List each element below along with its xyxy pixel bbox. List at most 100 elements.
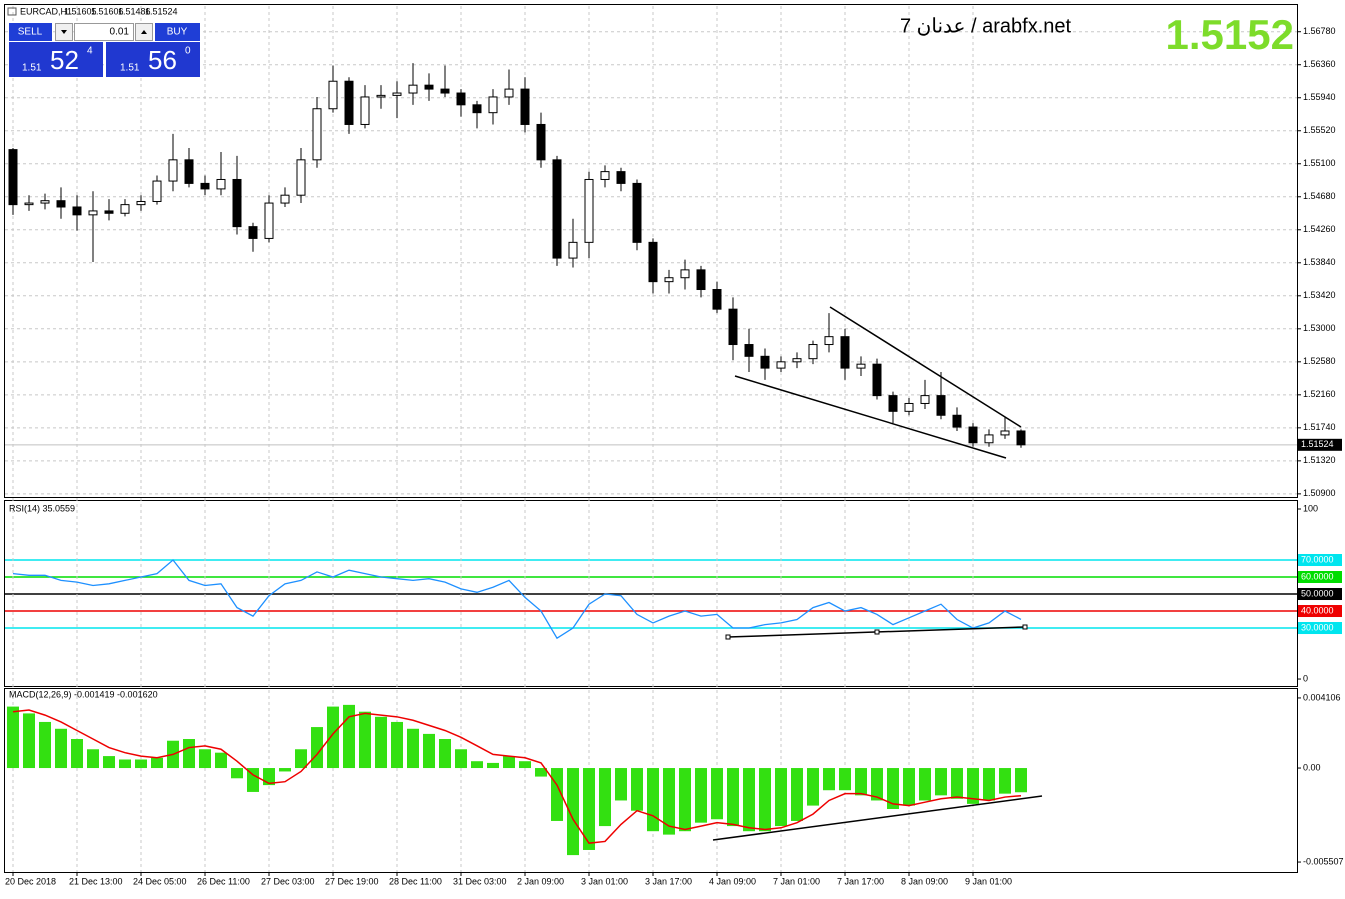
rsi-panel xyxy=(4,500,1298,687)
watermark: عدنان 7 / arabfx.net xyxy=(900,15,1072,37)
macd-bar xyxy=(663,768,675,835)
buy-button[interactable] xyxy=(155,23,200,41)
buy-label[interactable]: BUY xyxy=(167,27,188,38)
buy-pips: 56 xyxy=(148,45,177,75)
x-tick-label: 7 Jan 17:00 xyxy=(837,876,884,886)
rsi-line xyxy=(12,559,1022,640)
macd-bar xyxy=(695,768,707,823)
candle-body xyxy=(280,194,290,204)
candle-body xyxy=(792,358,802,363)
sell-label[interactable]: SELL xyxy=(18,27,43,38)
level-label: 50.0000 xyxy=(1301,588,1334,598)
signal-line xyxy=(12,709,1022,844)
macd-bar xyxy=(263,768,275,786)
trend-handle xyxy=(1022,624,1028,630)
macd-bar xyxy=(535,768,547,777)
y-tick-label: 1.55520 xyxy=(1303,125,1336,135)
macd-bar xyxy=(103,756,115,769)
y-tick-label: 1.56780 xyxy=(1303,26,1336,36)
candle-body xyxy=(376,94,386,98)
y-tick-label: 0.00 xyxy=(1303,762,1321,772)
macd-bar xyxy=(567,768,579,856)
candle-body xyxy=(232,178,242,228)
y-tick-label: 1.53420 xyxy=(1303,290,1336,300)
macd-bar xyxy=(295,749,307,769)
candle-body xyxy=(360,96,370,125)
y-tick-label: 1.56360 xyxy=(1303,59,1336,69)
level-label: 40.0000 xyxy=(1301,605,1334,615)
candle-body xyxy=(456,92,466,106)
candle-body xyxy=(616,171,626,184)
arrow-up xyxy=(141,30,147,34)
macd-bar xyxy=(775,768,787,827)
macd-bar xyxy=(7,706,19,769)
x-tick-label: 26 Dec 11:00 xyxy=(197,876,250,886)
macd-bar xyxy=(999,768,1011,794)
y-tick-label: 1.52580 xyxy=(1303,356,1336,366)
candle-body xyxy=(808,344,818,360)
sell-price-box[interactable] xyxy=(9,42,103,77)
candle-body xyxy=(920,395,930,404)
lot-field[interactable] xyxy=(74,23,134,41)
macd-bar xyxy=(423,733,435,769)
macd-bar xyxy=(39,721,51,769)
macd-bar xyxy=(199,749,211,769)
level-box xyxy=(1298,554,1342,567)
lot-value: 0.01 xyxy=(110,27,130,38)
candle-body xyxy=(552,159,562,259)
candle-body xyxy=(440,88,450,94)
symbol: EURCAD,H1 xyxy=(20,6,72,16)
candle-body xyxy=(584,178,594,243)
y-tick-label: 1.54680 xyxy=(1303,191,1336,201)
candle-body xyxy=(712,289,722,310)
macd-bar xyxy=(375,716,387,769)
x-tick-label: 4 Jan 09:00 xyxy=(709,876,756,886)
macd-bar xyxy=(823,768,835,791)
candle-body xyxy=(216,178,226,190)
macd-bar xyxy=(839,768,851,791)
x-tick-label: 9 Jan 01:00 xyxy=(965,876,1012,886)
macd-bar xyxy=(967,768,979,804)
candle-body xyxy=(696,269,706,291)
macd-bar xyxy=(727,768,739,827)
macd-bar xyxy=(87,749,99,769)
sell-fraction: 4 xyxy=(87,46,93,57)
candle-body xyxy=(184,159,194,184)
candle-body xyxy=(8,149,18,206)
macd-bar xyxy=(599,768,611,827)
candle-body xyxy=(984,434,994,444)
candle-body xyxy=(312,108,322,161)
candle-body xyxy=(728,308,738,346)
marks xyxy=(7,63,1027,856)
big-price: 1.5152 xyxy=(1166,11,1294,58)
macd-bar xyxy=(935,768,947,796)
macd-bar xyxy=(679,768,691,832)
macd-bar xyxy=(487,762,499,769)
main-panel xyxy=(4,4,1298,498)
x-tick-label: 3 Jan 01:00 xyxy=(581,876,628,886)
buy-price-box[interactable] xyxy=(106,42,200,77)
sell-button[interactable] xyxy=(9,23,52,41)
candle-body xyxy=(1016,430,1026,446)
y-tick-label: 1.55940 xyxy=(1303,92,1336,102)
trend-line xyxy=(829,306,1022,428)
y-tick-label: 1.53840 xyxy=(1303,257,1336,267)
candle-body xyxy=(56,200,66,208)
macd-bar xyxy=(439,739,451,769)
rsi-title: RSI(14) 35.0559 xyxy=(9,503,75,513)
y-tick-label: 1.54260 xyxy=(1303,224,1336,234)
candle-body xyxy=(200,182,210,190)
macd-bar xyxy=(311,727,323,769)
last-price-box xyxy=(1298,438,1342,451)
candle-body xyxy=(344,80,354,125)
y-tick-label: 0.004106 xyxy=(1303,692,1341,702)
macd-panel xyxy=(4,688,1298,873)
level-box xyxy=(1298,588,1342,601)
macd-bar xyxy=(631,768,643,811)
candle-body xyxy=(136,200,146,206)
y-tick-label: 100 xyxy=(1303,503,1318,513)
candle-body xyxy=(1000,430,1010,436)
candle-body xyxy=(520,88,530,125)
sell-pips: 52 xyxy=(50,45,79,75)
candle-body xyxy=(872,363,882,397)
